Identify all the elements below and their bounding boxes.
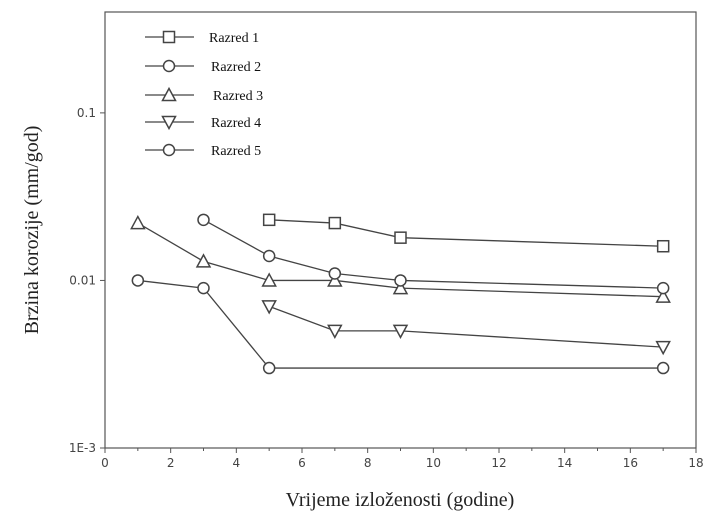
series-2: [131, 274, 670, 375]
data-point: [392, 324, 409, 339]
x-tick-label: 8: [364, 456, 372, 470]
y-tick-label: 1E-3: [69, 441, 96, 455]
data-point: [655, 288, 671, 303]
series-line: [269, 219, 664, 247]
data-point: [328, 267, 342, 280]
data-point: [328, 216, 342, 230]
data-point: [261, 300, 277, 315]
data-point: [656, 281, 670, 295]
x-axis-title: Vrijeme izloženosti (godine): [286, 489, 515, 511]
x-tick-label: 12: [491, 456, 506, 470]
legend-marker: [162, 59, 176, 73]
series-1: [262, 213, 670, 253]
series-4: [261, 300, 671, 356]
data-point: [656, 239, 670, 253]
legend-marker: [161, 115, 177, 131]
legend-label: Razred 2: [211, 60, 261, 75]
legend-label: Razred 4: [211, 116, 261, 131]
x-tick-label: 14: [557, 456, 572, 470]
series-5: [197, 213, 670, 295]
y-axis-title: Brzina korozije (mm/god): [21, 126, 43, 335]
legend-marker: [162, 30, 176, 44]
data-point: [394, 274, 407, 287]
data-point: [195, 253, 212, 268]
data-point: [262, 361, 276, 375]
series-layer: [130, 213, 671, 375]
y-tick-label: 0.01: [69, 273, 96, 287]
data-point: [327, 272, 343, 287]
x-tick-label: 2: [167, 456, 175, 470]
legend-marker: [162, 143, 176, 157]
data-point: [197, 213, 210, 227]
axis-ticks: 0 2 4 6 8 10 12 14 16 18 1E-3 0.01 0.1: [69, 106, 704, 470]
data-point: [197, 281, 210, 295]
legend-label: Razred 1: [209, 31, 259, 46]
legend-label: Razred 3: [213, 89, 263, 104]
x-tick-label: 10: [426, 456, 441, 470]
x-tick-label: 4: [233, 456, 241, 470]
series-line: [137, 279, 664, 369]
data-point: [130, 214, 146, 230]
data-point: [261, 272, 277, 287]
data-point: [131, 274, 145, 287]
x-tick-label: 0: [101, 456, 109, 470]
legend-marker: [161, 86, 177, 102]
data-point: [392, 280, 409, 295]
data-point: [262, 213, 276, 227]
x-tick-label: 18: [688, 456, 703, 470]
legend: Razred 1 Razred 2 Razred 3 Razred 4 Razred 5: [145, 30, 263, 159]
data-point: [394, 231, 407, 244]
data-point: [656, 361, 670, 375]
legend-label: Razred 5: [211, 144, 261, 159]
plot-frame: [104, 11, 697, 449]
x-tick-label: 6: [298, 456, 306, 470]
x-tick-label: 16: [623, 456, 638, 470]
series-line: [137, 222, 664, 298]
series-3: [130, 214, 671, 303]
data-point: [327, 324, 343, 339]
series-line: [268, 305, 664, 348]
data-point: [262, 249, 276, 263]
y-tick-label: 0.1: [77, 106, 96, 120]
data-point: [655, 340, 671, 356]
